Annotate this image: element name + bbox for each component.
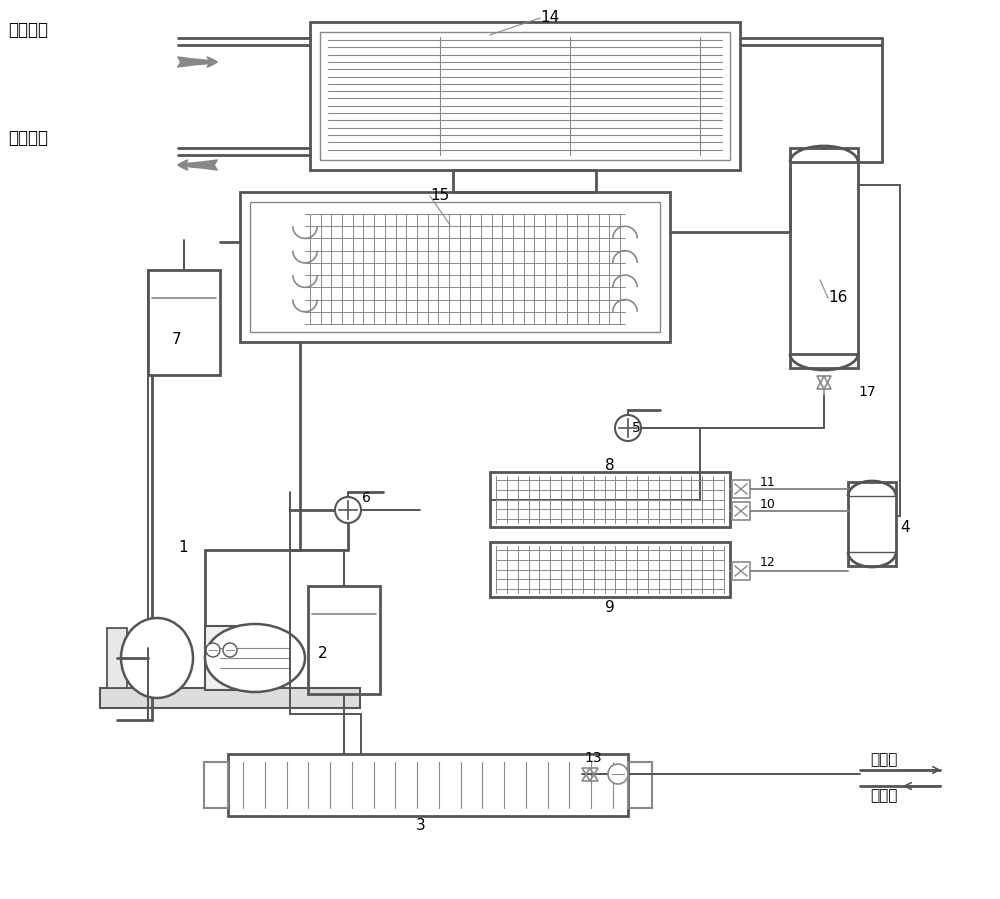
Circle shape (223, 643, 237, 657)
Text: 4: 4 (900, 521, 910, 536)
Bar (790, 148, 858, 368)
Bar (204, 762, 228, 808)
Text: 空气出口: 空气出口 (8, 129, 48, 147)
Text: 9: 9 (605, 601, 615, 616)
Ellipse shape (205, 624, 305, 692)
Circle shape (206, 643, 220, 657)
Text: 空气入口: 空气入口 (8, 21, 48, 39)
Bar (732, 562, 750, 580)
Text: 1: 1 (178, 540, 188, 556)
Text: 17: 17 (858, 385, 876, 399)
Bar (732, 480, 750, 498)
Text: 8: 8 (605, 458, 615, 473)
Text: 5: 5 (632, 421, 641, 435)
Text: 16: 16 (828, 290, 847, 306)
Text: 3: 3 (416, 818, 426, 833)
Text: 15: 15 (430, 189, 449, 203)
Text: 13: 13 (584, 751, 602, 765)
Bar (848, 482, 896, 566)
Bar (628, 762, 652, 808)
Bar (240, 192, 670, 342)
Bar (320, 32, 730, 160)
Text: 10: 10 (760, 497, 776, 511)
Circle shape (335, 497, 361, 523)
Bar (490, 472, 730, 527)
Circle shape (615, 415, 641, 441)
Bar (228, 754, 628, 816)
Bar (148, 270, 220, 375)
Text: 7: 7 (172, 333, 182, 348)
Text: 水进口: 水进口 (870, 788, 897, 804)
Bar (205, 626, 245, 690)
Text: 6: 6 (362, 491, 371, 505)
Text: 12: 12 (760, 556, 776, 568)
Bar (107, 628, 127, 688)
Bar (732, 502, 750, 520)
Text: 2: 2 (318, 646, 328, 662)
Text: 11: 11 (760, 476, 776, 488)
Text: 14: 14 (540, 11, 559, 25)
Bar (250, 202, 660, 332)
Text: 水出口: 水出口 (870, 752, 897, 768)
Bar (310, 22, 740, 170)
Ellipse shape (121, 618, 193, 698)
Bar (490, 542, 730, 597)
Bar (308, 586, 380, 694)
Circle shape (608, 764, 628, 784)
Bar (100, 688, 360, 708)
